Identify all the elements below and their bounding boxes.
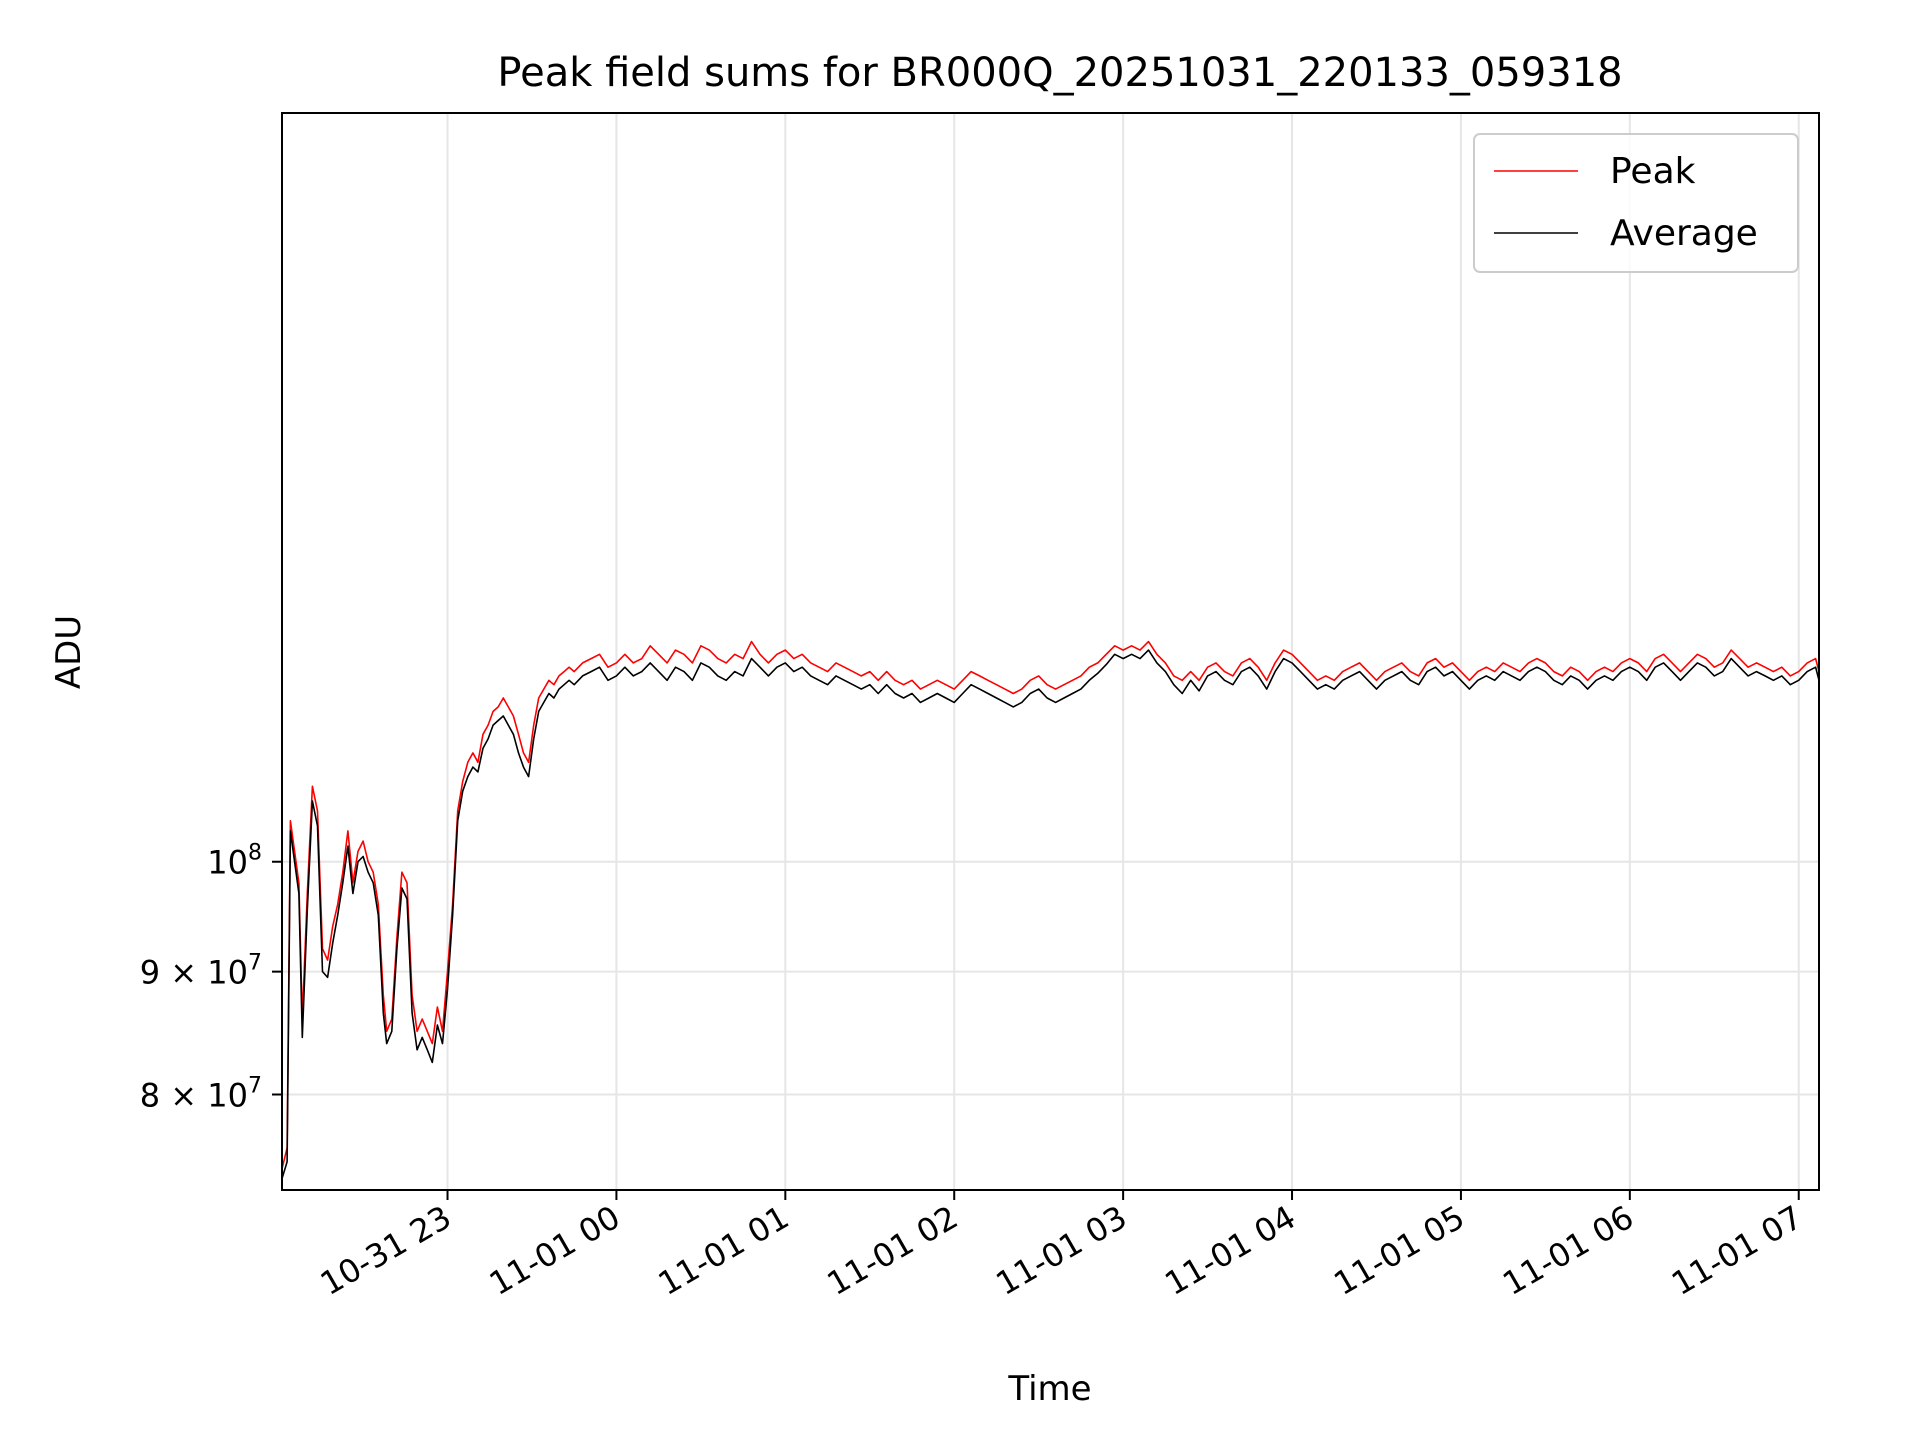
chart-title: Peak field sums for BR000Q_20251031_2201… — [497, 50, 1622, 96]
grid-lines — [282, 113, 1819, 1190]
y-tick-label-base: 8 × 10 — [140, 1076, 248, 1114]
series-lines — [281, 640, 1820, 1179]
series-line-average — [281, 649, 1820, 1179]
plot-frame — [281, 112, 1820, 1191]
legend-frame — [1473, 133, 1799, 273]
y-tick-label-base: 10 — [207, 844, 248, 882]
y-tick-label: 9 × 107 — [140, 951, 262, 992]
x-axis-label: Time — [1007, 1369, 1091, 1409]
legend: Peak Average — [1473, 133, 1799, 273]
legend-label-average: Average — [1610, 213, 1758, 254]
y-tick-label-exponent: 7 — [248, 951, 262, 976]
y-tick-label-exponent: 8 — [248, 841, 262, 866]
y-tick-label-exponent: 7 — [248, 1073, 262, 1098]
legend-label-peak: Peak — [1610, 151, 1696, 192]
y-axis-label: ADU — [49, 615, 89, 689]
y-tick-label: 108 — [207, 841, 262, 882]
y-tick-label-base: 9 × 10 — [140, 954, 248, 992]
y-tick-label: 8 × 107 — [140, 1073, 262, 1114]
